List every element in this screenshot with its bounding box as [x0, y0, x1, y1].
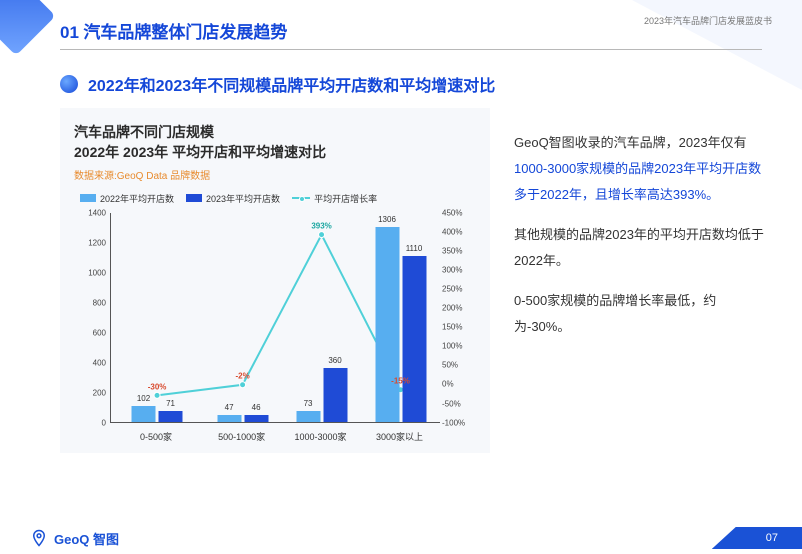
page-number: 07 [712, 527, 802, 549]
legend: 2022年平均开店数 2023年平均开店数 平均开店增长率 [80, 192, 476, 205]
doc-label: 2023年汽车品牌门店发展蓝皮书 [644, 14, 772, 27]
header: 01 汽车品牌整体门店发展趋势 2023年汽车品牌门店发展蓝皮书 [0, 0, 802, 56]
chart-card: 汽车品牌不同门店规模 2022年 2023年 平均开店和平均增速对比 数据来源:… [60, 108, 490, 453]
plot-area: 10271-30%4746-2%73360393%13061110-15% [110, 213, 440, 423]
chart-title-1: 汽车品牌不同门店规模 [74, 122, 476, 142]
legend-item: 平均开店增长率 [292, 192, 377, 205]
para-3: 0-500家规模的品牌增长率最低，约为-30%。 [514, 288, 768, 340]
section-title: 汽车品牌整体门店发展趋势 [83, 23, 287, 42]
legend-item: 2022年平均开店数 [80, 192, 174, 205]
footer: GeoQ 智图 07 [0, 522, 802, 554]
chart-source: 数据来源:GeoQ Data 品牌数据 [74, 167, 476, 182]
chart: 10271-30%4746-2%73360393%13061110-15% 02… [74, 209, 476, 447]
para-1: GeoQ智图收录的汽车品牌，2023年仅有1000-3000家规模的品牌2023… [514, 130, 768, 208]
brand-logo: GeoQ 智图 [30, 529, 119, 548]
pin-icon [30, 529, 48, 547]
legend-item: 2023年平均开店数 [186, 192, 280, 205]
bullet-icon [60, 75, 78, 93]
body-text: GeoQ智图收录的汽车品牌，2023年仅有1000-3000家规模的品牌2023… [514, 108, 768, 453]
section-number: 01 [60, 23, 79, 42]
para-2: 其他规模的品牌2023年的平均开店数均低于2022年。 [514, 222, 768, 274]
highlight: 1000-3000家规模的品牌2023年平均开店数多于2022年，且增长率高达3… [514, 161, 761, 202]
subtitle: 2022年和2023年不同规模品牌平均开店数和平均增速对比 [88, 72, 495, 96]
chart-title-2: 2022年 2023年 平均开店和平均增速对比 [74, 142, 476, 162]
